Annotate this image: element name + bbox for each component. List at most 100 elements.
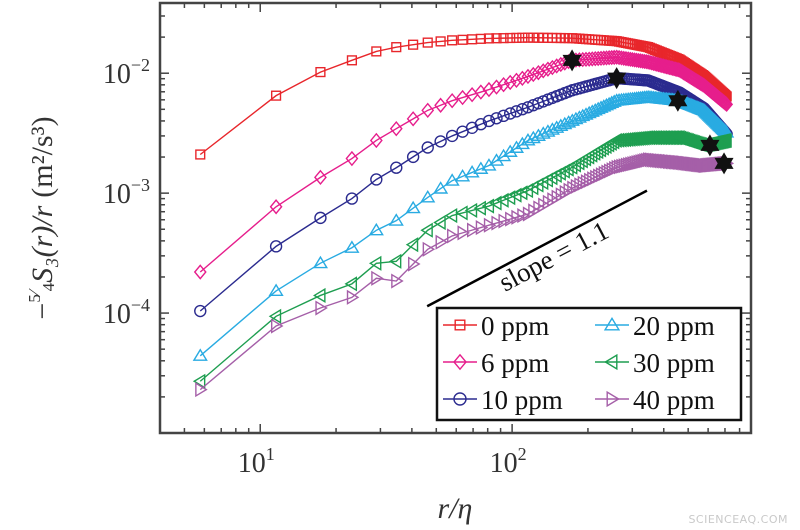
data-point bbox=[510, 72, 523, 89]
data-point bbox=[434, 135, 447, 148]
series-layer bbox=[192, 32, 735, 398]
legend-item: 30 ppm bbox=[595, 348, 715, 378]
data-point bbox=[582, 51, 596, 67]
data-point bbox=[346, 55, 358, 66]
data-point bbox=[388, 213, 404, 226]
series-6-ppm bbox=[193, 49, 734, 280]
data-point bbox=[435, 234, 449, 250]
data-point bbox=[391, 42, 402, 53]
y-label-main: S₃(r)/r bbox=[26, 205, 59, 282]
data-point bbox=[445, 93, 459, 109]
data-point bbox=[269, 199, 283, 215]
data-point bbox=[369, 132, 383, 149]
star-marker bbox=[714, 152, 734, 175]
data-point bbox=[497, 109, 510, 123]
data-point bbox=[435, 36, 446, 47]
series-line bbox=[199, 77, 728, 312]
star-triangle bbox=[700, 139, 720, 157]
data-point bbox=[502, 144, 518, 157]
data-point bbox=[719, 132, 732, 149]
data-point bbox=[344, 240, 360, 253]
slope-label: slope = 1.1 bbox=[494, 215, 614, 297]
data-point bbox=[391, 273, 404, 289]
legend-item: 10 ppm bbox=[443, 385, 563, 415]
data-point bbox=[195, 149, 206, 160]
data-point bbox=[517, 32, 528, 43]
data-point bbox=[505, 211, 518, 227]
y-label-num: 5 bbox=[25, 294, 44, 303]
x-tick-label: 102 bbox=[490, 444, 527, 479]
legend-marker bbox=[453, 392, 467, 406]
legend-label: 6 ppm bbox=[481, 348, 549, 378]
data-point bbox=[345, 150, 359, 167]
data-point bbox=[408, 39, 419, 50]
data-point bbox=[270, 318, 284, 334]
data-point bbox=[368, 255, 382, 271]
data-point bbox=[315, 66, 326, 78]
data-point bbox=[194, 304, 207, 318]
svg-text:−5⁄4S₃(r)/r(m²/s³): −5⁄4S₃(r)/r(m²/s³) bbox=[25, 116, 59, 319]
legend-box bbox=[435, 306, 743, 422]
data-point bbox=[313, 287, 326, 304]
data-point bbox=[444, 173, 460, 186]
data-point bbox=[491, 33, 502, 44]
data-point bbox=[525, 130, 541, 144]
data-point bbox=[433, 181, 449, 194]
data-point bbox=[503, 74, 517, 91]
data-point bbox=[491, 215, 504, 231]
data-point bbox=[455, 205, 468, 221]
slope-line bbox=[426, 189, 648, 308]
legend-item: 40 ppm bbox=[595, 385, 715, 415]
legend-marker bbox=[604, 353, 618, 371]
data-point bbox=[645, 55, 659, 71]
star-triangle bbox=[668, 95, 688, 112]
data-point bbox=[483, 33, 495, 44]
y-axis-label: −5⁄4S₃(r)/r(m²/s³) bbox=[25, 116, 59, 319]
plot-frame bbox=[158, 1, 753, 435]
data-point bbox=[421, 102, 435, 119]
y-label-unit: (m²/s³) bbox=[26, 116, 59, 197]
data-point bbox=[482, 81, 496, 98]
data-point bbox=[457, 34, 468, 45]
legend-label: 0 ppm bbox=[481, 311, 549, 341]
data-point bbox=[495, 148, 512, 162]
data-point bbox=[510, 105, 523, 118]
star-marker bbox=[668, 89, 688, 112]
data-point bbox=[390, 161, 403, 174]
data-point bbox=[422, 241, 436, 257]
data-point bbox=[520, 133, 536, 146]
data-point bbox=[195, 382, 208, 398]
legend-item: 20 ppm bbox=[595, 311, 715, 341]
data-point bbox=[389, 120, 403, 137]
legend-label: 30 ppm bbox=[633, 348, 715, 378]
tick-labels: 101 102 10−2 10−3 10−4 bbox=[103, 55, 527, 479]
data-point bbox=[514, 136, 530, 150]
data-point bbox=[447, 228, 460, 244]
data-point bbox=[270, 90, 282, 101]
data-point bbox=[490, 79, 503, 95]
data-point bbox=[475, 220, 489, 236]
data-point bbox=[371, 46, 382, 57]
data-point bbox=[521, 68, 535, 85]
y-tick-label: 10−4 bbox=[103, 295, 150, 330]
data-point bbox=[345, 192, 359, 205]
data-point bbox=[312, 255, 329, 269]
data-point bbox=[434, 97, 448, 113]
data-point bbox=[522, 32, 534, 43]
x-tick-label: 101 bbox=[238, 444, 275, 479]
legend-item: 6 ppm bbox=[443, 348, 549, 378]
star-markers bbox=[562, 49, 734, 175]
data-point bbox=[420, 190, 436, 203]
data-point bbox=[268, 308, 282, 324]
data-point bbox=[445, 129, 459, 143]
data-point bbox=[497, 76, 510, 93]
data-point bbox=[526, 66, 540, 83]
data-point bbox=[268, 283, 284, 297]
data-point bbox=[498, 33, 509, 44]
data-point bbox=[568, 111, 584, 125]
data-point bbox=[490, 112, 503, 125]
data-point bbox=[511, 32, 522, 43]
legend-label: 40 ppm bbox=[633, 385, 715, 415]
star-triangle bbox=[714, 157, 734, 175]
data-point bbox=[314, 211, 327, 225]
